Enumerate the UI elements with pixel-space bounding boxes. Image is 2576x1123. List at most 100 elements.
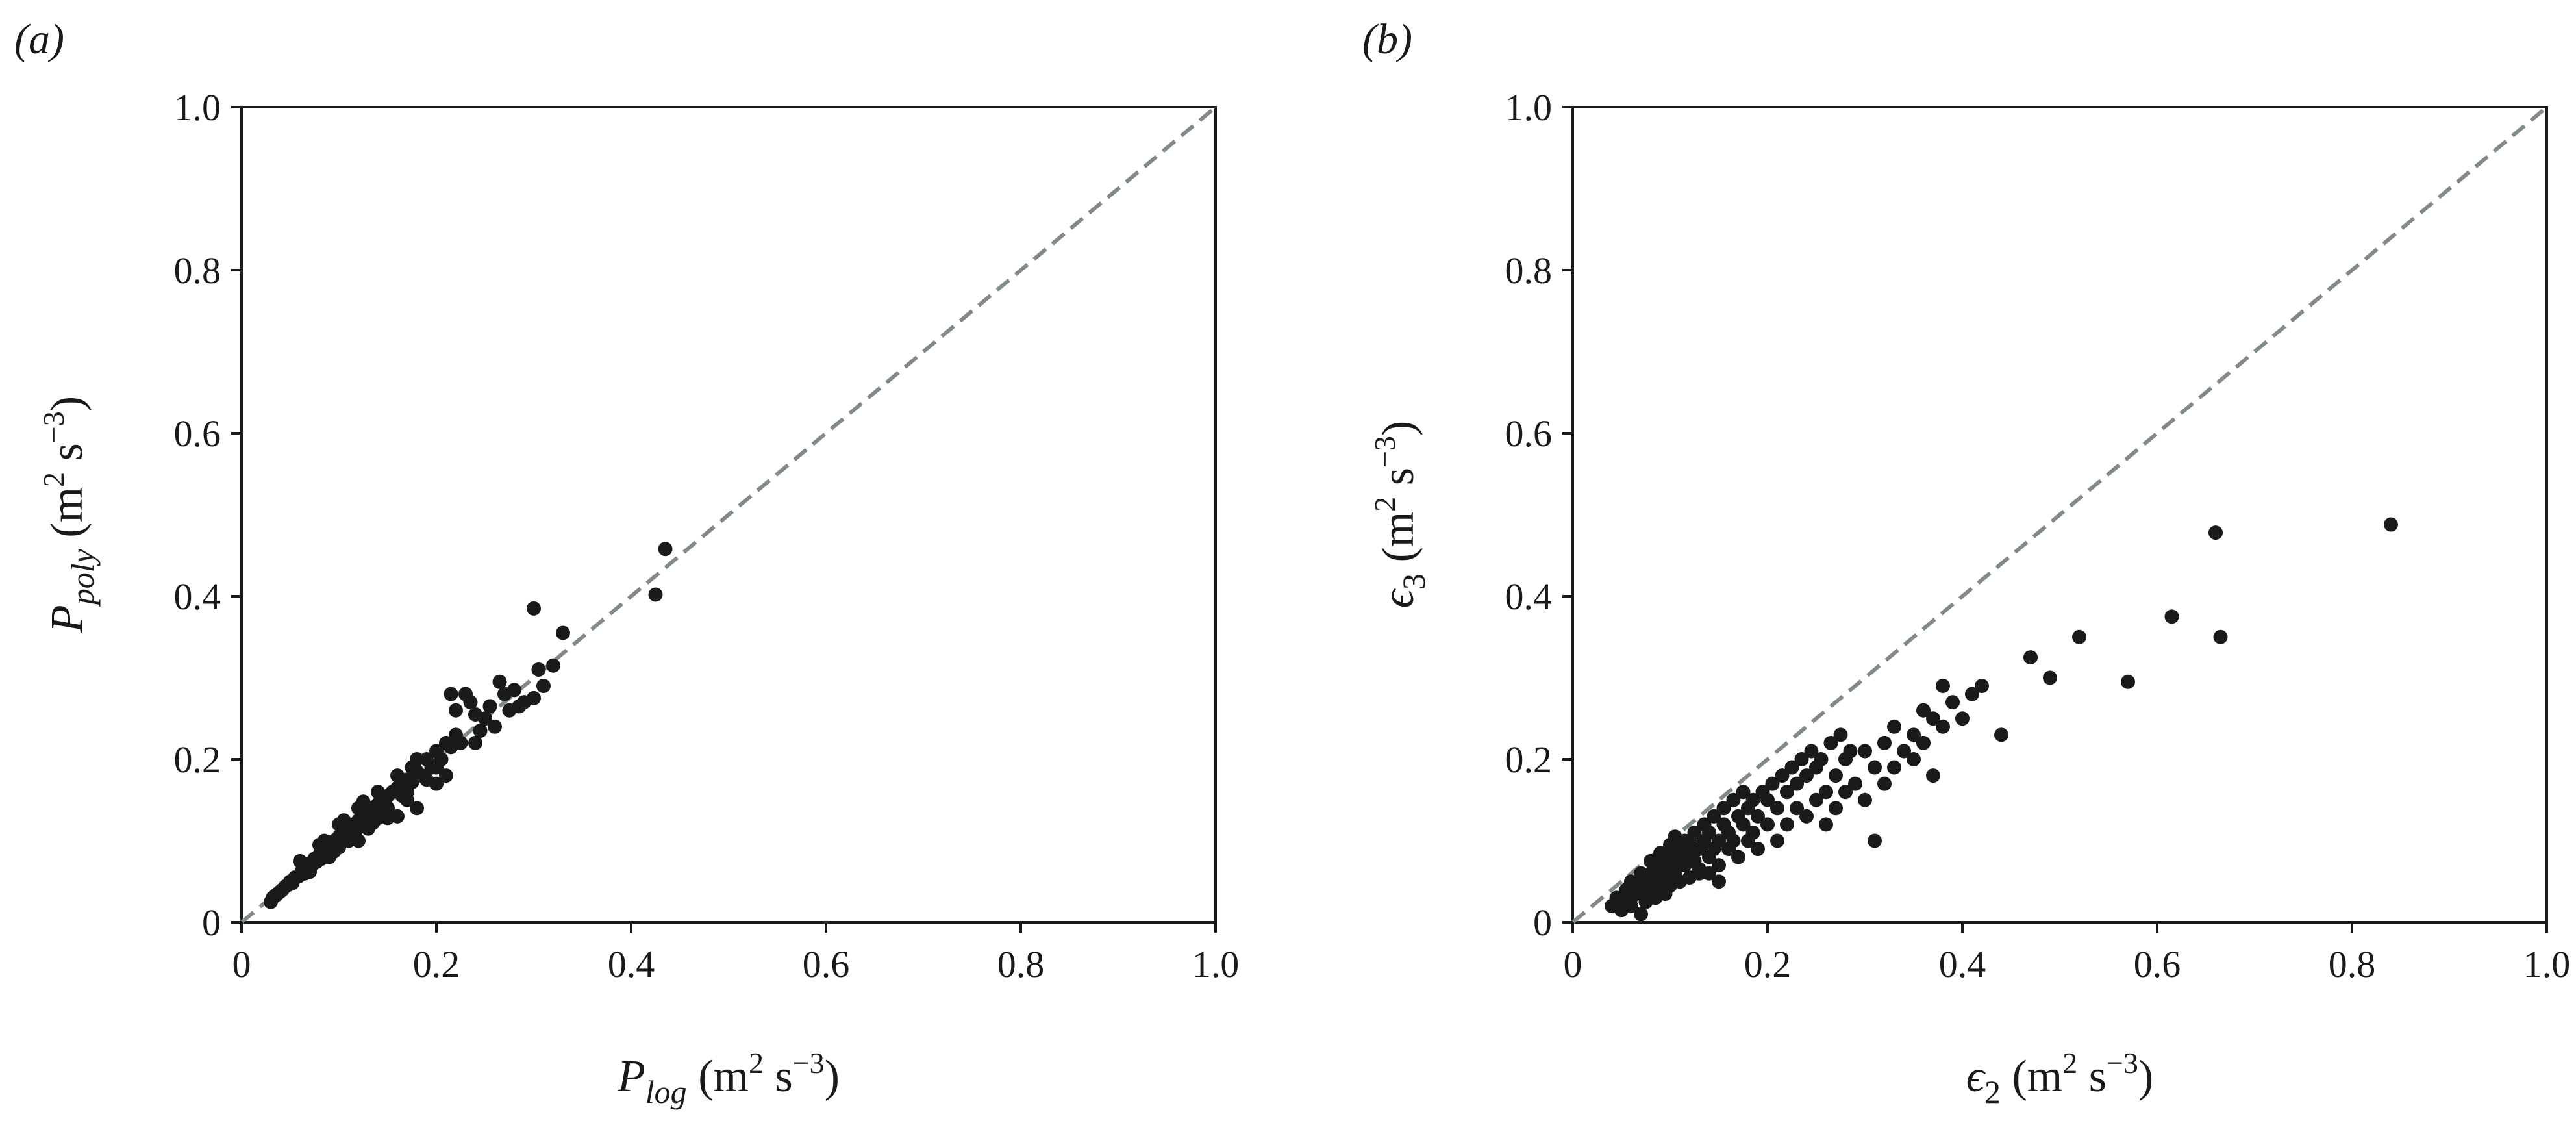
scatter-point	[1790, 776, 1804, 791]
scatter-point	[293, 853, 307, 868]
scatter-point	[1858, 744, 1872, 759]
scatter-point	[1868, 760, 1882, 775]
panel-b-reference-line	[1571, 105, 2548, 924]
scatter-point	[1819, 817, 1833, 832]
scatter-point	[2164, 609, 2179, 624]
panel-a-axes-frame	[240, 106, 1217, 924]
scatter-point	[2213, 629, 2228, 644]
panel-a-x-axis-label: Plog (m2 s−3)	[617, 1046, 840, 1110]
x-tick-label: 0.2	[1744, 943, 1792, 985]
y-tick-label: 0	[202, 902, 221, 944]
scatter-point	[473, 724, 488, 738]
scatter-point	[1994, 727, 2008, 742]
scatter-point	[1877, 776, 1892, 791]
y-tick-label: 0.6	[174, 412, 221, 455]
x-tick-label: 0	[1564, 943, 1582, 985]
scatter-point	[478, 711, 492, 726]
scatter-point	[1799, 809, 1814, 824]
panel-b-x-unit-s-exp: −3	[2107, 1046, 2138, 1079]
scatter-point	[439, 768, 453, 783]
x-tick-label: 1.0	[1192, 943, 1240, 985]
panel-b-x-axis-label: ϵ2 (m2 s−3)	[1966, 1046, 2153, 1110]
scatter-point	[1868, 833, 1882, 848]
scatter-point	[1975, 679, 1989, 694]
panel-b-x-unit-m-exp: 2	[2062, 1046, 2077, 1079]
scatter-point	[1736, 785, 1751, 800]
scatter-point	[1702, 866, 1716, 881]
scatter-point	[1784, 760, 1799, 775]
panel-a-x-unit-close: )	[825, 1052, 840, 1102]
panel-a-label: (a)	[14, 16, 64, 63]
panel-b: (b) 0 0.2 0.4 0.6 0.8 1.0 00.20.40.60.81.0 ϵ2…	[1362, 16, 2570, 1110]
scatter-point	[303, 864, 317, 879]
panel-b-label: (b)	[1362, 16, 1412, 63]
scatter-point	[1945, 695, 1960, 710]
x-tick-label: 0.8	[2329, 943, 2376, 985]
scatter-point	[1936, 679, 1950, 694]
x-tick-label: 0.4	[608, 943, 655, 985]
scatter-point	[356, 794, 371, 809]
scatter-point	[366, 815, 381, 830]
scatter-point	[410, 801, 424, 816]
scatter-point	[1843, 744, 1858, 759]
panel-b-y-ticks: 0 0.2 0.4 0.6 0.8 1.0	[1505, 86, 1573, 944]
scatter-point	[1829, 768, 1843, 783]
scatter-point	[1634, 907, 1648, 922]
panel-b-y-unit-s-exp: −3	[1368, 436, 1401, 468]
panel-a-y-subscript: poly	[64, 548, 101, 607]
y-tick-label: 0.6	[1505, 412, 1553, 455]
scatter-point	[492, 674, 507, 689]
y-tick-label: 0.8	[174, 249, 221, 292]
scatter-point	[1907, 752, 1921, 766]
panel-a-x-unit-open: (	[687, 1052, 714, 1102]
panel-a-y-unit-m: m	[42, 487, 92, 522]
scatter-point	[1712, 874, 1726, 889]
scatter-point	[1926, 768, 1940, 783]
x-tick-label: 0	[232, 943, 251, 985]
scatter-point	[1712, 858, 1726, 873]
x-tick-label: 0.6	[2134, 943, 2181, 985]
scatter-point	[1726, 833, 1741, 848]
scatter-point	[1751, 842, 1765, 857]
scatter-point	[488, 719, 502, 734]
scatter-point	[1936, 719, 1950, 734]
panel-a-y-ticks: 0 0.2 0.4 0.6 0.8 1.0	[174, 86, 242, 944]
scatter-point	[1736, 817, 1751, 832]
panel-b-x-unit-s: s	[2089, 1052, 2107, 1102]
scatter-point	[336, 813, 351, 828]
panel-b-y-subscript: 3	[1395, 574, 1432, 590]
panel-a-x-unit-m-exp: 2	[749, 1046, 764, 1079]
scatter-point	[317, 833, 332, 848]
scatter-point	[1833, 727, 1848, 742]
scatter-point	[371, 785, 385, 800]
x-tick-label: 0.4	[1939, 943, 1986, 985]
scatter-point	[1814, 752, 1829, 766]
scatter-point	[1712, 833, 1726, 848]
scatter-point	[1916, 703, 1931, 718]
y-tick-label: 1.0	[1505, 86, 1553, 129]
x-tick-label: 0.2	[413, 943, 460, 985]
panel-b-y-unit-s: s	[1373, 468, 1423, 485]
panel-b-y-unit-m-exp: 2	[1368, 497, 1401, 512]
scatter-point	[381, 801, 395, 816]
scatter-point	[1848, 776, 1862, 791]
panel-a-y-unit-s: s	[42, 443, 92, 461]
panel-a-x-unit-s-exp: −3	[793, 1046, 825, 1079]
scatter-point	[2043, 670, 2057, 685]
scatter-point	[1770, 833, 1784, 848]
scatter-point	[1682, 870, 1697, 885]
scatter-point	[1644, 853, 1658, 868]
scatter-point	[400, 792, 414, 807]
scatter-point	[390, 768, 405, 783]
panel-b-x-unit-close: )	[2138, 1052, 2153, 1102]
scatter-point	[1707, 809, 1721, 824]
scatter-point	[658, 542, 673, 557]
panel-a-x-ticks: 0 0.2 0.4 0.6 0.8 1.0	[232, 922, 1240, 985]
scatter-point	[1697, 817, 1712, 832]
scatter-point	[1751, 809, 1765, 824]
scatter-point	[405, 760, 419, 775]
scatter-point	[1926, 711, 1940, 726]
panel-a-reference-line	[240, 105, 1217, 924]
scatter-point	[482, 699, 497, 714]
